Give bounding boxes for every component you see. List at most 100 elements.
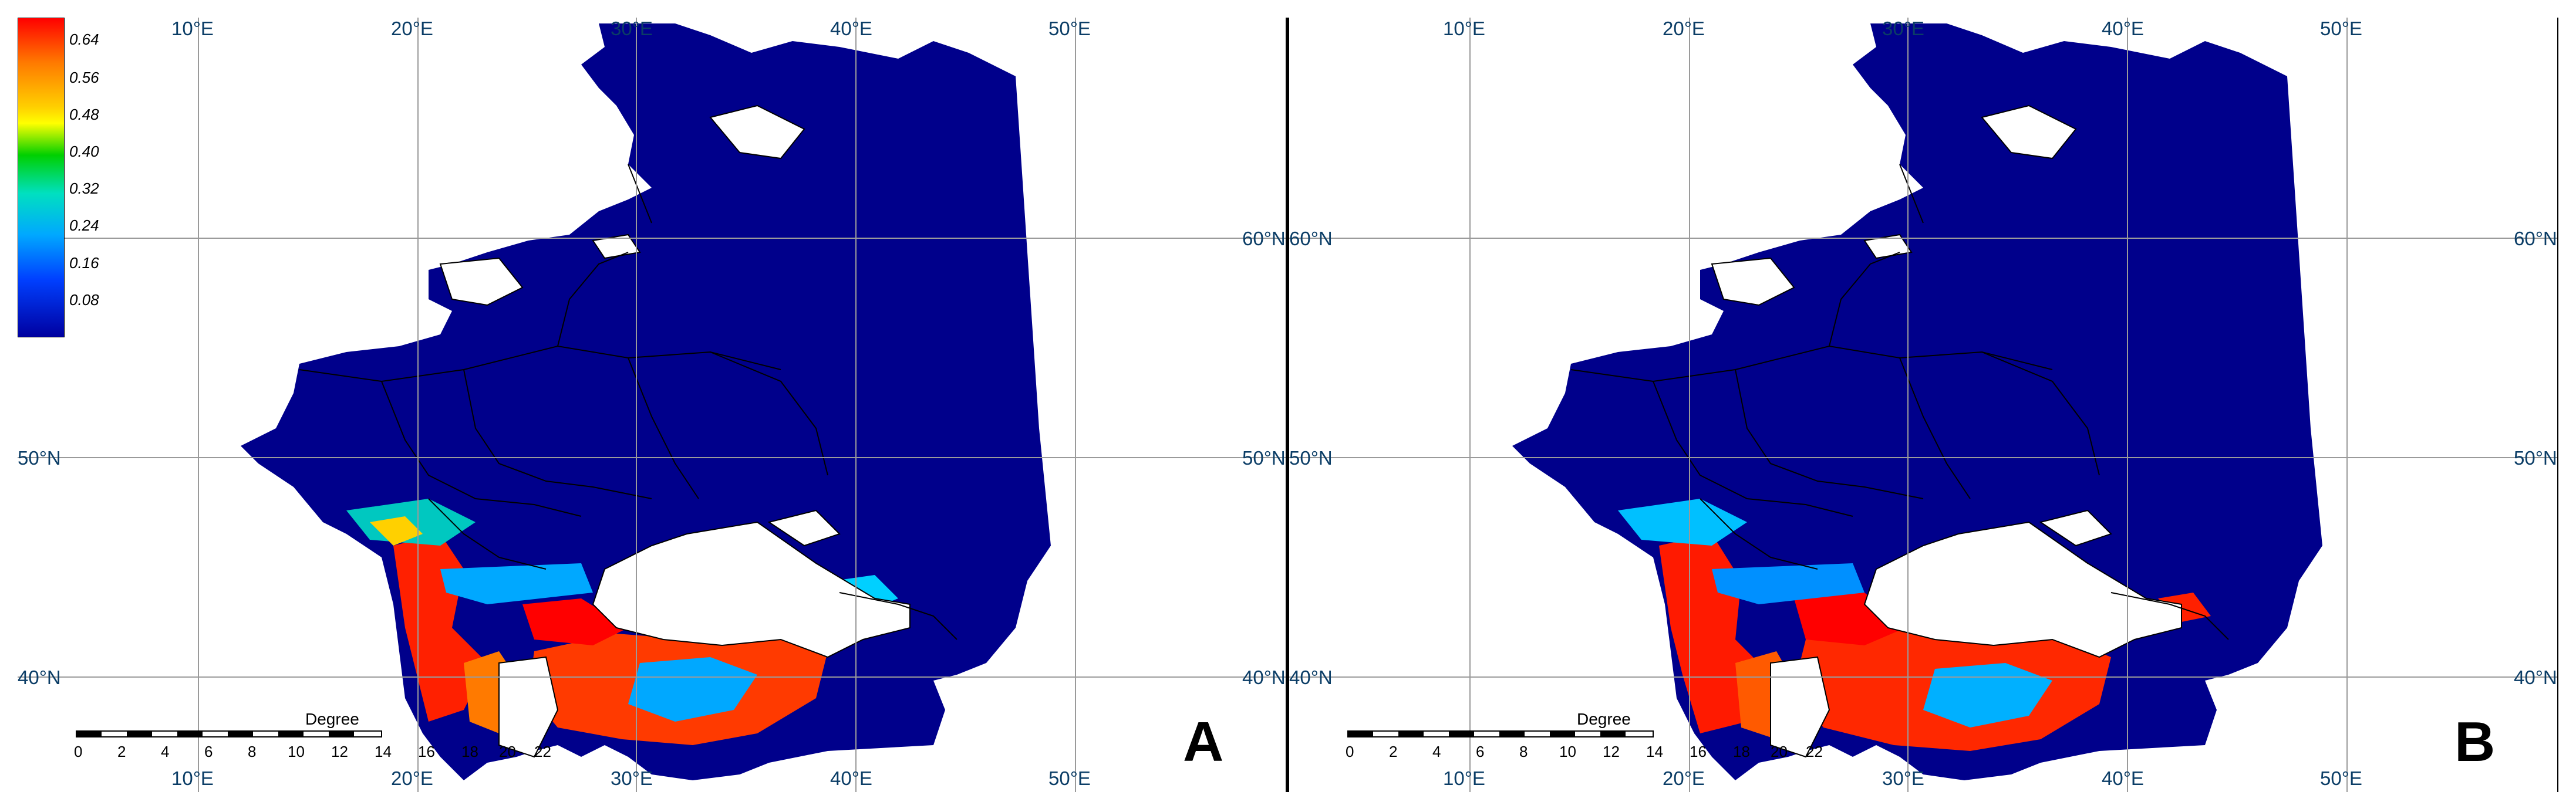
white-sea: [1981, 104, 2077, 160]
hotspot-danube: [1712, 563, 1864, 604]
scalebar-number: 2: [1389, 743, 1398, 760]
hotspot-anatolia-mid: [628, 657, 757, 722]
scalebar-number: 8: [1519, 743, 1528, 760]
legend-tick: 0.08: [69, 291, 99, 309]
scalebar-number: 0: [74, 743, 83, 760]
scalebar-number: 4: [1432, 743, 1441, 760]
scalebar-number: 14: [375, 743, 392, 760]
lat-label-left: 40°N: [1289, 666, 1333, 688]
hotspot-thrace: [522, 598, 628, 645]
lon-label-top: 50°E: [2320, 18, 2362, 39]
aegean-sea: [498, 656, 559, 758]
color-legend: 0.64 0.56 0.48 0.40 0.32 0.24 0.16 0.08: [18, 18, 99, 337]
lon-label-top: 40°E: [2102, 18, 2144, 39]
seas-a: [439, 104, 911, 758]
lat-label-right: 60°N: [1242, 228, 1286, 249]
scalebar-number: 12: [331, 743, 348, 760]
scalebar-number: 22: [1806, 743, 1823, 760]
legend-tick: 0.48: [69, 106, 99, 123]
legend-tick: 0.16: [69, 254, 99, 272]
lon-label-top: 10°E: [171, 18, 214, 39]
map-canvas-b: [1289, 18, 2557, 792]
legend-tick: 0.64: [69, 31, 99, 48]
lat-label-left: 50°N: [18, 447, 61, 469]
scalebar-number: 10: [1559, 743, 1576, 760]
lat-label-left: 40°N: [18, 666, 61, 688]
black-sea: [592, 521, 911, 658]
lon-label-top: 30°E: [611, 18, 653, 39]
baltic-sea: [439, 257, 524, 306]
scalebar-number: 0: [1346, 743, 1354, 760]
legend-tick: 0.32: [69, 180, 99, 197]
legend-tick: 0.24: [69, 216, 99, 234]
map-panel-a: 0.64 0.56 0.48 0.40 0.32 0.24 0.16 0.08 …: [18, 18, 1286, 792]
frame-right: [2557, 18, 2558, 792]
scalebar-number: 2: [117, 743, 126, 760]
scalebar-number: 18: [461, 743, 478, 760]
azov-sea: [2039, 509, 2112, 547]
hotspots-b: [1618, 499, 2211, 751]
lat-label-right: 60°N: [2514, 228, 2557, 249]
white-sea: [709, 104, 805, 160]
legend-colorbar: [18, 18, 65, 337]
panel-divider: [1284, 18, 1289, 792]
scalebar-number: 10: [288, 743, 305, 760]
scalebar-number: 20: [499, 743, 516, 760]
seas-b: [1711, 104, 2182, 758]
scalebar-title: Degree: [1577, 710, 1631, 728]
scalebar-number: 16: [418, 743, 435, 760]
graticule-a: [18, 18, 1286, 792]
graticule-b: [1289, 18, 2557, 792]
scalebar-b: [1347, 730, 1654, 737]
borders-a: [299, 164, 957, 640]
lon-label-bottom: 20°E: [1663, 767, 1705, 789]
scalebar-number: 14: [1646, 743, 1663, 760]
baltic-sea: [1711, 257, 1795, 306]
aegean-sea: [1770, 656, 1830, 758]
scalebar-title: Degree: [305, 710, 359, 728]
lat-label-right: 50°N: [2514, 447, 2557, 469]
panel-letter: B: [2454, 710, 2496, 773]
lon-label-top: 20°E: [391, 18, 433, 39]
borders-b: [1570, 164, 2229, 640]
scalebar-a: [76, 730, 382, 737]
hotspot-carpathian: [1618, 499, 1747, 546]
legend-tick: 0.56: [69, 69, 99, 86]
lat-label-left: 60°N: [1289, 228, 1333, 249]
lon-label-bottom: 30°E: [1882, 767, 1924, 789]
lat-label-right: 40°N: [2514, 666, 2557, 688]
lon-label-top: 40°E: [830, 18, 872, 39]
lon-label-bottom: 40°E: [2102, 767, 2144, 789]
lon-label-top: 10°E: [1443, 18, 1485, 39]
lon-label-top: 50°E: [1048, 18, 1091, 39]
legend-tick: 0.40: [69, 143, 99, 160]
hotspot-balkans: [393, 534, 487, 722]
lon-label-bottom: 30°E: [611, 767, 653, 789]
lon-label-bottom: 20°E: [391, 767, 433, 789]
scalebar-number: 18: [1733, 743, 1750, 760]
scalebar-number: 22: [534, 743, 551, 760]
scalebar-number: 4: [161, 743, 170, 760]
scalebar-number: 6: [204, 743, 213, 760]
scalebar-number: 16: [1690, 743, 1707, 760]
scalebar-number: 20: [1771, 743, 1788, 760]
scalebar-number: 8: [248, 743, 257, 760]
hotspot-caucasus: [2158, 593, 2211, 622]
lat-label-left: 50°N: [1289, 447, 1333, 469]
lon-label-bottom: 50°E: [1048, 767, 1091, 789]
lat-label-right: 50°N: [1242, 447, 1286, 469]
black-sea: [1863, 521, 2182, 658]
lon-label-bottom: 10°E: [171, 767, 214, 789]
lon-label-bottom: 50°E: [2320, 767, 2362, 789]
lat-label-right: 40°N: [1242, 666, 1286, 688]
scalebar-number: 12: [1603, 743, 1620, 760]
lon-label-top: 30°E: [1882, 18, 1924, 39]
lon-label-top: 20°E: [1663, 18, 1705, 39]
map-panel-b: 10°E 20°E 30°E 40°E 50°E 10°E 20°E 30°E …: [1289, 18, 2557, 792]
lon-label-bottom: 40°E: [830, 767, 872, 789]
lon-label-bottom: 10°E: [1443, 767, 1485, 789]
panel-letter: A: [1183, 710, 1224, 773]
map-canvas-a: [18, 18, 1286, 792]
hotspot-danube: [440, 563, 593, 604]
azov-sea: [767, 509, 841, 547]
